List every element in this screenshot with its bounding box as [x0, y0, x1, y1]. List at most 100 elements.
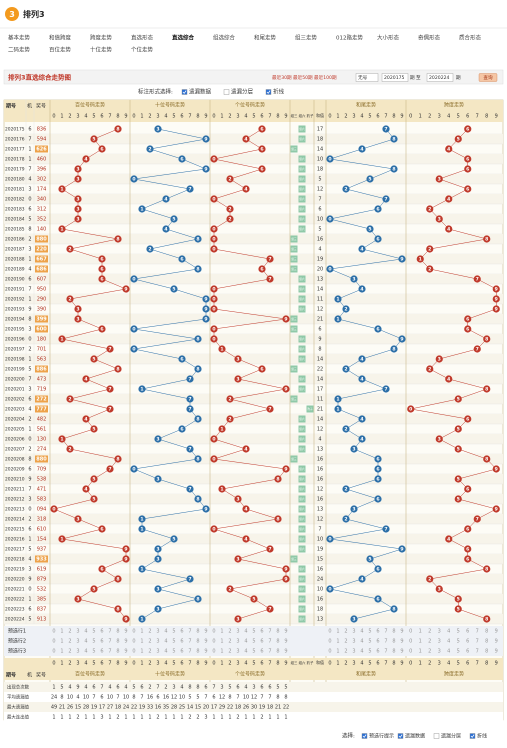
preselect-digit[interactable]: 7 — [476, 649, 479, 655]
preselect-digit[interactable]: 4 — [360, 629, 363, 635]
preselect-digit[interactable]: 5 — [368, 649, 371, 655]
preselect-digit[interactable]: 0 — [328, 629, 331, 635]
nav-link[interactable]: 直选形态 — [131, 34, 154, 42]
footer-option[interactable]: 预选行提示 — [369, 733, 394, 740]
preselect-digit[interactable]: 4 — [244, 649, 247, 655]
preselect-digit[interactable]: 9 — [400, 649, 403, 655]
preselect-digit[interactable]: 7 — [188, 629, 191, 635]
preselect-digit[interactable]: 9 — [124, 629, 127, 635]
query-button[interactable] — [478, 73, 498, 82]
checkbox[interactable] — [433, 733, 440, 739]
preselect-digit[interactable]: 2 — [148, 639, 151, 645]
nav-link[interactable]: 十位走势 — [90, 46, 113, 54]
preselect-digit[interactable]: 7 — [268, 629, 271, 635]
footer-option[interactable]: 折线 — [477, 733, 487, 740]
preselect-digit[interactable]: 9 — [124, 639, 127, 645]
preselect-digit[interactable]: 3 — [352, 629, 355, 635]
preselect-digit[interactable]: 2 — [228, 629, 231, 635]
preselect-digit[interactable]: 1 — [140, 649, 143, 655]
preselect-digit[interactable]: 3 — [156, 629, 159, 635]
nav-link[interactable]: 和尾走势 — [254, 34, 277, 42]
preselect-digit[interactable]: 6 — [260, 639, 263, 645]
nav-link[interactable]: 跨度走势 — [90, 34, 113, 42]
nav-link[interactable]: 和值跨度 — [49, 34, 72, 42]
preselect-digit[interactable]: 4 — [447, 629, 450, 635]
preselect-digit[interactable]: 6 — [260, 629, 263, 635]
preselect-digit[interactable]: 9 — [204, 629, 207, 635]
preselect-digit[interactable]: 1 — [220, 639, 223, 645]
preselect-digit[interactable]: 7 — [384, 649, 387, 655]
preselect-digit[interactable]: 4 — [360, 649, 363, 655]
preselect-digit[interactable]: 9 — [284, 649, 287, 655]
preselect-digit[interactable]: 2 — [148, 649, 151, 655]
preselect-digit[interactable]: 1 — [419, 649, 422, 655]
preselect-digit[interactable]: 8 — [196, 629, 199, 635]
preselect-digit[interactable]: 4 — [84, 639, 87, 645]
preselect-digit[interactable]: 5 — [92, 649, 95, 655]
preselect-digit[interactable]: 0 — [132, 629, 135, 635]
preselect-digit[interactable]: 3 — [156, 639, 159, 645]
nav-link[interactable]: 大小形态 — [377, 34, 400, 42]
preselect-digit[interactable]: 7 — [108, 649, 111, 655]
preselect-digit[interactable]: 8 — [485, 649, 488, 655]
preselect-digit[interactable]: 7 — [476, 629, 479, 635]
preselect-digit[interactable]: 2 — [68, 639, 71, 645]
recent-link[interactable]: 最近100期 — [314, 74, 337, 81]
footer-option[interactable]: 遗漏分层 — [441, 733, 461, 740]
preselect-digit[interactable]: 4 — [244, 639, 247, 645]
preselect-digit[interactable]: 8 — [392, 629, 395, 635]
preselect-digit[interactable]: 7 — [188, 649, 191, 655]
preselect-digit[interactable]: 2 — [428, 639, 431, 645]
preselect-digit[interactable]: 7 — [108, 629, 111, 635]
preselect-digit[interactable]: 0 — [409, 639, 412, 645]
preselect-digit[interactable]: 6 — [180, 649, 183, 655]
preselect-digit[interactable]: 9 — [204, 639, 207, 645]
preselect-digit[interactable]: 9 — [284, 639, 287, 645]
preselect-digit[interactable]: 2 — [428, 649, 431, 655]
preselect-digit[interactable]: 5 — [172, 649, 175, 655]
preselect-digit[interactable]: 3 — [76, 649, 79, 655]
checkbox[interactable] — [469, 733, 476, 739]
preselect-digit[interactable]: 5 — [92, 629, 95, 635]
preselect-digit[interactable]: 6 — [376, 649, 379, 655]
preselect-digit[interactable]: 5 — [368, 629, 371, 635]
preselect-digit[interactable]: 2 — [344, 629, 347, 635]
preselect-digit[interactable]: 1 — [140, 639, 143, 645]
preselect-digit[interactable]: 7 — [188, 639, 191, 645]
preselect-digit[interactable]: 0 — [52, 629, 55, 635]
preselect-digit[interactable]: 5 — [252, 639, 255, 645]
preselect-digit[interactable]: 5 — [252, 629, 255, 635]
preselect-digit[interactable]: 5 — [368, 639, 371, 645]
preselect-digit[interactable]: 6 — [180, 629, 183, 635]
select[interactable] — [355, 73, 379, 82]
preselect-digit[interactable]: 9 — [495, 629, 498, 635]
preselect-digit[interactable]: 5 — [457, 639, 460, 645]
preselect-digit[interactable]: 8 — [116, 649, 119, 655]
preselect-digit[interactable]: 3 — [352, 639, 355, 645]
preselect-digit[interactable]: 4 — [84, 649, 87, 655]
preselect-digit[interactable]: 4 — [164, 649, 167, 655]
preselect-digit[interactable]: 1 — [60, 639, 63, 645]
preselect-digit[interactable]: 0 — [409, 649, 412, 655]
checkbox[interactable] — [397, 733, 404, 739]
preselect-digit[interactable]: 8 — [276, 639, 279, 645]
preselect-digit[interactable]: 7 — [384, 629, 387, 635]
preselect-digit[interactable]: 7 — [476, 639, 479, 645]
preselect-digit[interactable]: 1 — [336, 629, 339, 635]
nav-link[interactable]: 二码走势 — [8, 46, 31, 54]
checkbox[interactable] — [361, 733, 368, 739]
preselect-digit[interactable]: 4 — [244, 629, 247, 635]
preselect-digit[interactable]: 1 — [336, 639, 339, 645]
preselect-digit[interactable]: 0 — [328, 649, 331, 655]
preselect-digit[interactable]: 2 — [228, 649, 231, 655]
preselect-digit[interactable]: 1 — [336, 649, 339, 655]
preselect-digit[interactable]: 6 — [376, 639, 379, 645]
nav-link[interactable]: 质合形态 — [459, 34, 482, 42]
option-label[interactable]: 遗漏分层 — [231, 88, 254, 96]
preselect-digit[interactable]: 4 — [164, 639, 167, 645]
preselect-digit[interactable]: 2 — [344, 639, 347, 645]
preselect-digit[interactable]: 3 — [438, 639, 441, 645]
preselect-digit[interactable]: 0 — [52, 649, 55, 655]
preselect-digit[interactable]: 0 — [328, 639, 331, 645]
preselect-digit[interactable]: 3 — [156, 649, 159, 655]
